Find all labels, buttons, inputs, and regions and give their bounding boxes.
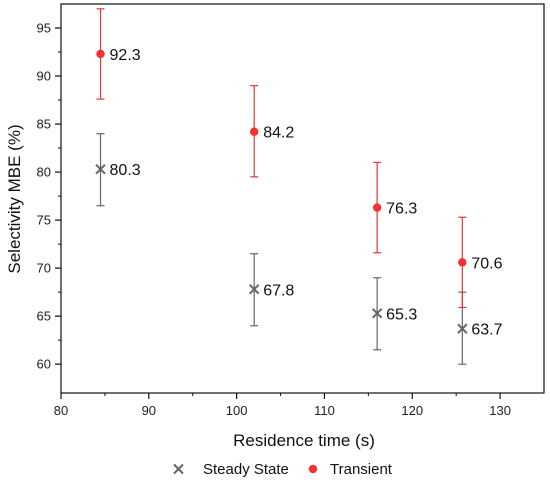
chart-marks: 80.3 67.8 65.3 63.7 92.3 84.2 76.3 70.6 bbox=[95, 8, 503, 365]
data-point bbox=[371, 308, 383, 319]
y-tick-label: 75 bbox=[37, 213, 51, 228]
y-tick-label: 85 bbox=[37, 117, 51, 132]
x-tick-label: 130 bbox=[489, 403, 511, 418]
legend: Steady State Transient bbox=[173, 461, 393, 478]
y-tick-label: 90 bbox=[37, 69, 51, 84]
data-label: 76.3 bbox=[386, 201, 417, 218]
y-tick-label: 80 bbox=[37, 165, 51, 180]
data-point bbox=[372, 203, 382, 212]
data-point bbox=[458, 258, 467, 267]
data-point bbox=[96, 49, 105, 59]
series-steady-state: 80.3 67.8 65.3 63.7 bbox=[95, 133, 503, 365]
data-label: 63.7 bbox=[471, 322, 502, 339]
data-label: 84.2 bbox=[263, 125, 294, 142]
data-point bbox=[250, 127, 259, 136]
y-axis-label: Selectivity MBE (%) bbox=[5, 124, 24, 273]
data-point bbox=[248, 284, 260, 295]
x-marker-stroke bbox=[95, 163, 106, 175]
x-axis-label: Residence time (s) bbox=[233, 431, 375, 450]
data-point bbox=[95, 163, 106, 175]
y-tick-label: 70 bbox=[37, 261, 51, 276]
axes: 80 90 100 110 120 130 60 65 70 75 80 85 90 95 bbox=[37, 3, 545, 418]
data-label: 70.6 bbox=[471, 255, 502, 272]
x-tick-label: 100 bbox=[226, 403, 248, 418]
data-label: 67.8 bbox=[263, 282, 294, 299]
data-point bbox=[457, 323, 468, 334]
legend-marker-steady-state bbox=[173, 463, 184, 475]
data-label: 92.3 bbox=[110, 47, 141, 64]
x-tick-label: 120 bbox=[401, 403, 423, 418]
legend-label-transient: Transient bbox=[330, 461, 393, 478]
series-transient: 92.3 84.2 76.3 70.6 bbox=[96, 8, 503, 309]
y-tick-label: 60 bbox=[37, 357, 51, 372]
plot-frame bbox=[60, 3, 545, 394]
data-label: 65.3 bbox=[386, 306, 417, 323]
x-marker-stroke bbox=[248, 284, 260, 295]
y-tick-label: 95 bbox=[37, 21, 51, 36]
legend-marker-transient bbox=[308, 464, 318, 474]
x-marker-stroke bbox=[457, 323, 468, 334]
data-label: 80.3 bbox=[110, 162, 141, 179]
legend-label-steady-state: Steady State bbox=[203, 461, 289, 478]
x-marker-stroke bbox=[173, 463, 184, 475]
x-tick-label: 110 bbox=[314, 403, 335, 418]
x-marker-stroke bbox=[371, 308, 383, 319]
x-tick-label: 90 bbox=[142, 403, 156, 418]
y-tick-label: 65 bbox=[37, 309, 51, 324]
x-tick-label: 80 bbox=[54, 403, 68, 418]
